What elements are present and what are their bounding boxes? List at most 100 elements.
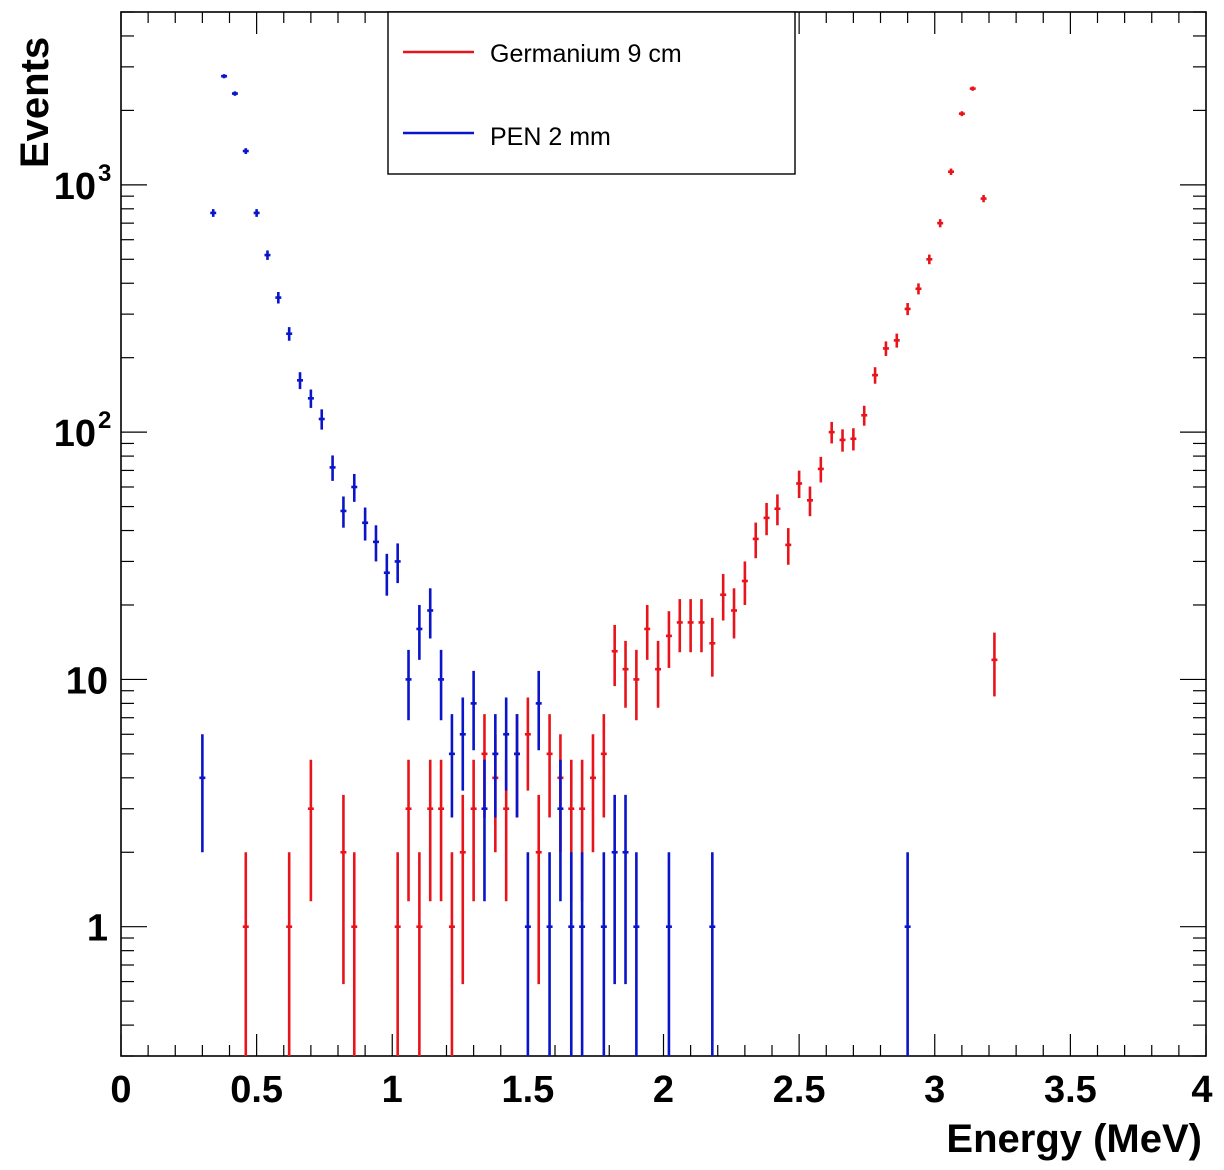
y-tick-label-exponent: 3 [98,160,111,187]
data-point [611,794,618,985]
data-point [416,852,423,1056]
data-point [893,333,900,348]
data-point [481,759,488,902]
y-tick-label: 10 [66,660,108,702]
data-point [416,604,423,660]
data-point [448,852,455,1056]
data-point [991,632,998,697]
series-0 [242,86,998,1056]
data-point [427,588,434,639]
data-point [405,649,412,721]
legend: Germanium 9 cm PEN 2 mm [387,11,796,175]
data-point [264,250,271,260]
data-point [340,496,347,528]
data-point [839,429,846,452]
x-tick-label: 2 [653,1069,674,1111]
data-point [969,86,976,91]
data-point [633,852,640,1056]
data-point [383,553,390,596]
data-point [286,327,293,341]
data-point [709,617,716,677]
x-tick-label: 1 [382,1069,403,1111]
data-point [242,148,249,154]
data-point [546,714,553,818]
legend-box [387,11,796,175]
series-layer [199,74,998,1056]
data-point [600,852,607,1056]
data-point [535,794,542,985]
data-point [665,852,672,1056]
data-point [557,759,564,902]
data-point [622,794,629,985]
data-point [286,852,293,1056]
data-point [459,697,466,791]
data-point [297,372,304,390]
data-point [492,714,499,818]
data-point [405,759,412,902]
data-point [275,291,282,304]
data-point [796,470,803,499]
data-point [394,852,401,1056]
x-tick-label: 3.5 [1044,1069,1097,1111]
data-point [221,74,228,79]
data-point [785,528,792,565]
y-tick-label: 1 [87,908,108,950]
data-point [351,473,358,502]
y-tick-label-exponent: 2 [98,407,111,434]
data-point [438,759,445,902]
data-point [904,852,911,1056]
data-point [372,525,379,562]
legend-label-pen: PEN 2 mm [490,123,611,151]
data-point [655,640,662,708]
data-point [709,852,716,1056]
data-point [828,421,835,444]
y-tick-label: 10 [54,413,96,455]
data-point [882,341,889,356]
data-point [470,759,477,902]
y-axis-title: Events [13,37,57,168]
data-point [926,254,933,265]
data-point [210,209,217,217]
data-point [535,670,542,751]
data-point [937,219,944,228]
data-point [763,502,770,536]
data-point [872,367,879,384]
data-point [307,389,314,408]
data-point [731,588,738,639]
data-point [752,522,759,559]
data-point [351,852,358,1056]
data-point [362,507,369,541]
data-point [448,714,455,818]
data-point [253,209,260,217]
data-point [958,111,965,117]
x-tick-label: 2.5 [773,1069,826,1111]
x-axis-ticks: 0 0.5 1 1.5 2 2.5 3 3.5 4 [110,12,1213,1111]
data-point [470,670,477,751]
data-point [720,573,727,621]
x-tick-label: 3 [924,1069,945,1111]
data-point [850,428,857,451]
data-point [199,734,206,853]
data-point [579,852,586,1056]
data-point [503,697,510,791]
legend-label-germanium: Germanium 9 cm [490,40,682,68]
data-point [622,640,629,708]
data-point [817,456,824,483]
data-point [231,91,238,96]
data-point [600,714,607,818]
data-point [904,303,911,316]
data-point [665,611,672,668]
data-point [698,599,705,653]
series-1 [199,74,911,1056]
x-tick-label: 0 [110,1069,131,1111]
data-point [340,794,347,985]
data-point [568,852,575,1056]
data-point [633,649,640,721]
x-tick-label: 4 [1191,1069,1212,1111]
x-tick-label: 0.5 [230,1069,283,1111]
data-point [318,409,325,430]
data-point [611,624,618,687]
x-tick-label: 1.5 [501,1069,554,1111]
